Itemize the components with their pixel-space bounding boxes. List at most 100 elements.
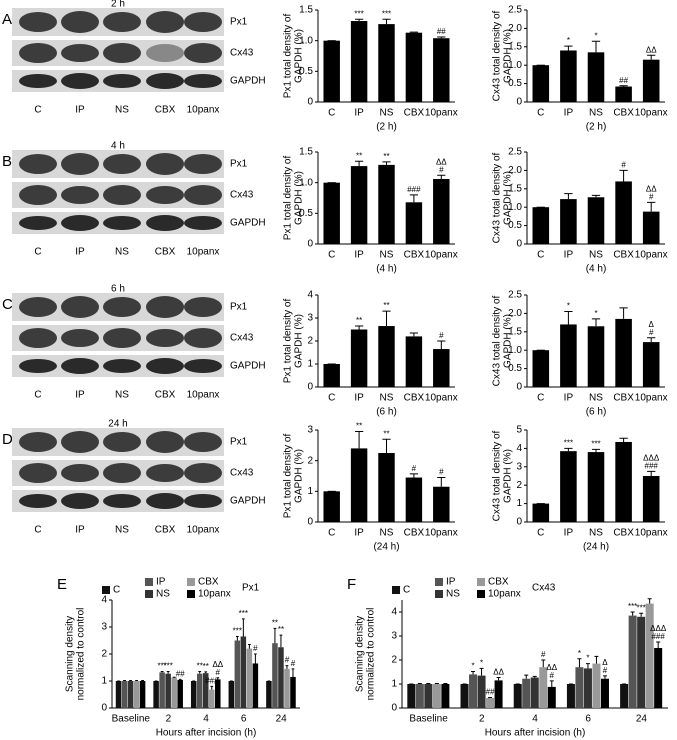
bar [378,164,395,244]
blot-time: 6 h [111,284,125,295]
blot-band [184,432,222,452]
y-axis-label: GAPDH (%) [503,29,514,83]
error-bar [409,31,419,33]
x-tick-label: CBX [613,528,634,539]
x-tick-label: 10panx [425,108,458,119]
y-tick-label: 0 [516,239,522,250]
panel-letter: A [2,11,12,28]
significance: ** [383,152,389,161]
bar [228,681,235,708]
blot-row-label: Cx43 [230,333,254,344]
blot-band [103,43,141,63]
blot-band [146,296,184,318]
legend-swatch [187,590,195,598]
x-tick-label: IP [354,393,364,404]
y-tick-label: 1 [391,679,397,690]
x-axis-label: (6 h) [376,407,397,418]
significance: *** [636,603,645,612]
bar [405,202,423,244]
blot-band [103,12,141,32]
significance: # [216,668,221,677]
y-tick-label: 1.0 [299,177,313,188]
significance: # [439,331,444,340]
significance: ** [356,422,362,431]
bar [153,681,159,708]
y-tick-label: 0 [307,382,313,393]
x-tick-label: CBX [613,108,634,119]
y-axis-label: Px1 total density of [283,156,294,241]
lane-label: C [34,390,41,401]
legend-label: 10panx [198,589,231,600]
blot-band [103,494,141,508]
significance: * [480,659,483,668]
x-axis-label: (6 h) [586,407,607,418]
lane-label: IP [75,525,85,536]
bar [350,21,368,102]
x-tick-label: 2 [479,714,485,725]
panel-letter: E [57,576,67,593]
bar [323,364,340,387]
error-bar [216,677,220,680]
significance: ΔΔ [546,663,557,672]
error-bar [279,634,283,648]
bar [115,681,122,708]
error-bar [564,45,573,51]
bar [642,342,660,387]
bar [272,643,278,708]
bar [378,453,395,522]
x-tick-label: C [328,108,335,119]
x-tick-label: 6 [241,714,247,725]
y-tick-label: 2 [307,455,313,466]
y-axis-label: GAPDH (%) [294,449,305,503]
blot-band [103,185,141,205]
y-tick-label: 1.5 [508,326,522,337]
error-bar [141,679,144,681]
lane-label: CBX [155,105,176,116]
blot-band [19,359,57,373]
error-bar [382,18,391,25]
significance: ** [356,151,362,160]
bar [202,673,209,708]
blot-band [19,216,57,230]
blot-band [61,153,99,175]
bar [405,336,423,387]
x-axis-label: (24 h) [373,542,399,553]
significance: ## [619,76,628,85]
y-tick-label: 1.5 [299,5,313,16]
error-bar [591,448,601,453]
x-tick-label: Baseline [112,714,151,725]
error-bar [541,659,546,668]
error-bar [639,612,644,617]
error-bar [204,671,208,674]
error-bar [254,653,257,664]
significance: Δ [602,658,608,667]
significance: # [439,165,444,174]
x-tick-label: 10panx [635,393,668,404]
significance: # [291,659,296,668]
blot-band [61,493,99,509]
blot-band [184,12,222,32]
x-tick-label: 4 [532,714,538,725]
error-bar [354,431,364,449]
legend-swatch [435,578,443,586]
error-bar [166,671,170,674]
x-tick-label: CBX [404,250,425,261]
blot-band [61,186,99,204]
significance: * [594,309,597,318]
y-axis-label: Cx43 total density of [492,430,503,521]
y-axis-label: GAPDH (%) [503,171,514,225]
legend-label: C [403,585,410,596]
bar [642,211,660,244]
y-tick-label: 2 [101,649,107,660]
lane-label: NS [115,525,129,536]
blot-row-label: Cx43 [230,190,254,201]
error-bar [160,671,164,673]
y-axis-label: GAPDH (%) [294,29,305,83]
bar [637,616,646,708]
x-tick-label: C [537,528,544,539]
blot-row-label: Cx43 [230,468,254,479]
y-tick-label: 1.5 [508,41,522,52]
blot-band [61,296,99,318]
y-tick-label: 0.5 [299,208,313,219]
